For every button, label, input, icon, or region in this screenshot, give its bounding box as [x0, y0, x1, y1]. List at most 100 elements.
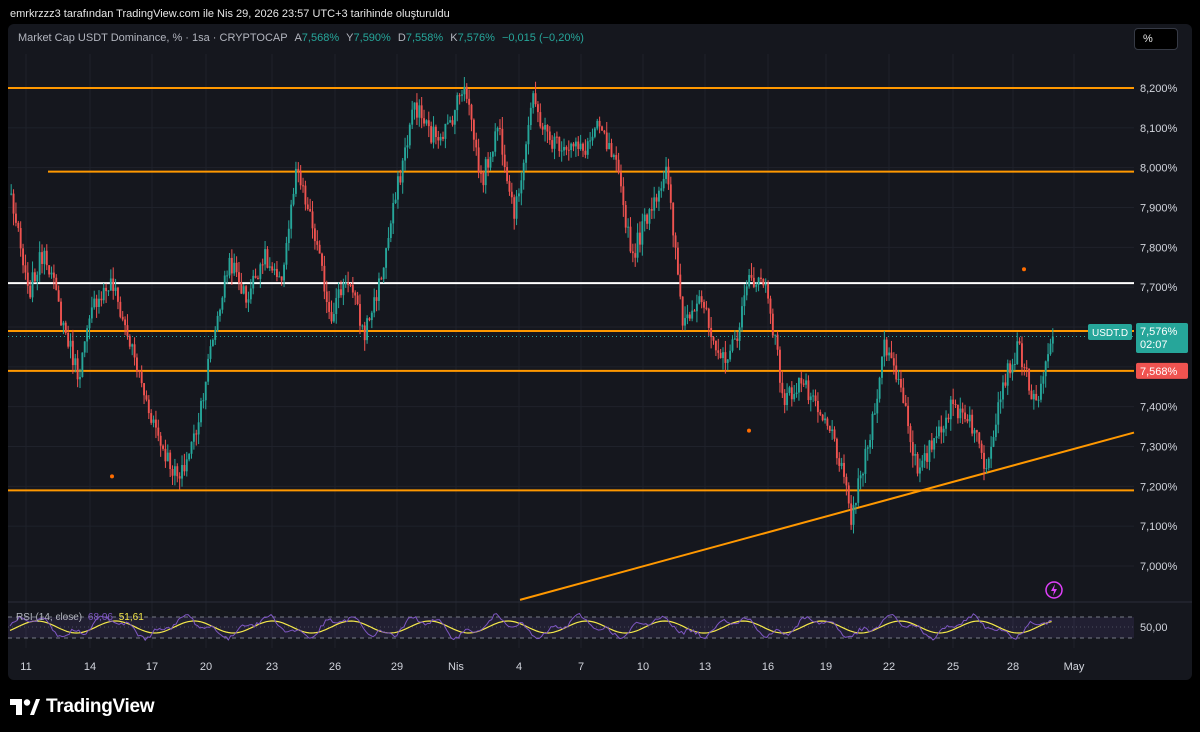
candle-body — [373, 297, 376, 313]
candle-body — [304, 185, 307, 205]
candle-body — [795, 392, 798, 395]
candle-body — [456, 95, 459, 111]
candle-body — [176, 466, 179, 477]
candle-body — [321, 253, 323, 266]
candle-body — [522, 162, 525, 181]
candle-body — [60, 301, 62, 326]
candle-body — [178, 476, 181, 479]
candle-body — [933, 438, 936, 450]
candle-body — [890, 352, 893, 359]
candle-body — [48, 265, 51, 275]
x-tick-label: 16 — [762, 661, 774, 673]
high-label: Y — [346, 32, 354, 44]
y-tick-label: 7,700% — [1140, 282, 1178, 294]
candle-body — [31, 272, 34, 298]
candle-body — [171, 469, 174, 476]
candle-body — [937, 426, 940, 437]
candle-body — [1018, 341, 1021, 344]
candle-body — [1040, 383, 1042, 400]
candle-body — [396, 176, 399, 200]
candle-body — [98, 298, 100, 308]
candle-body — [138, 370, 141, 373]
candle-body — [449, 120, 452, 123]
candle-body — [942, 428, 945, 433]
candle-body — [930, 440, 933, 450]
candle-body — [900, 378, 902, 388]
open-price-tag-bg — [1136, 362, 1188, 379]
y-tick-label: 7,200% — [1140, 481, 1178, 493]
candle-body — [197, 422, 200, 435]
candle-body — [636, 232, 639, 258]
candle-body — [434, 126, 437, 138]
candle-body — [240, 282, 243, 294]
candle-body — [368, 318, 371, 321]
candle-body — [159, 435, 162, 446]
candle-body — [124, 319, 127, 326]
candle-body — [480, 172, 482, 174]
candle-body — [259, 264, 262, 279]
candle-body — [204, 381, 207, 401]
candle-body — [1042, 376, 1045, 384]
candle-body — [534, 93, 537, 105]
candle-body — [133, 344, 136, 358]
candle-body — [121, 316, 124, 320]
candle-body — [513, 197, 516, 219]
candle-body — [1002, 382, 1004, 400]
chart-svg[interactable]: 8,200%8,100%8,000%7,900%7,800%7,700%7,60… — [8, 24, 1192, 680]
candle-body — [928, 440, 931, 462]
candle-body — [309, 209, 312, 212]
candle-body — [567, 149, 570, 151]
candle-body — [1016, 341, 1019, 364]
candle-body — [662, 178, 665, 189]
candle-body — [729, 350, 732, 360]
chart-frame[interactable]: 8,200%8,100%8,000%7,900%7,800%7,700%7,60… — [8, 24, 1192, 680]
candle-body — [1035, 393, 1038, 401]
candle-body — [67, 332, 70, 347]
candle-body — [1009, 363, 1012, 374]
candle-body — [83, 341, 86, 353]
candle-body — [311, 211, 314, 229]
candle-body — [162, 445, 164, 449]
candle-body — [287, 228, 290, 244]
countdown-text: 02:07 — [1140, 339, 1168, 351]
candle-body — [107, 290, 110, 292]
candle-body — [166, 452, 169, 462]
candle-body — [29, 285, 32, 298]
candle-body — [294, 168, 297, 194]
candle-body — [574, 141, 577, 147]
candle-body — [297, 168, 300, 172]
candle-body — [389, 223, 392, 238]
candle-body — [646, 214, 649, 224]
candle-body — [693, 310, 696, 312]
candle-body — [866, 447, 869, 449]
change-value: −0,015 (−0,20%) — [501, 32, 584, 44]
candle-body — [470, 104, 473, 120]
candle-body — [380, 278, 383, 280]
percent-scale-button[interactable]: % — [1134, 28, 1178, 50]
candle-body — [520, 180, 523, 194]
candle-body — [553, 136, 556, 149]
candle-body — [582, 143, 584, 151]
candle-body — [596, 120, 599, 129]
candle-body — [207, 358, 210, 382]
candle-body — [157, 427, 160, 436]
candle-body — [733, 338, 736, 340]
candle-body — [605, 132, 608, 150]
candle-body — [328, 302, 331, 312]
candle-body — [330, 311, 333, 322]
tradingview-logo[interactable]: TradingView — [10, 696, 155, 718]
candle-body — [876, 398, 879, 414]
candle-body — [442, 136, 444, 139]
candle-body — [541, 126, 544, 130]
rsi-pane: 50,00 — [8, 601, 1192, 642]
candle-body — [482, 172, 485, 186]
candle-body — [344, 282, 347, 284]
candle-body — [767, 283, 770, 299]
x-tick-label: 4 — [516, 661, 522, 673]
candle-body — [366, 318, 369, 341]
candle-body — [779, 349, 781, 383]
candle-body — [325, 291, 328, 303]
candle-body — [916, 453, 919, 474]
tradingview-wordmark: TradingView — [46, 696, 155, 717]
candle-body — [639, 232, 641, 245]
